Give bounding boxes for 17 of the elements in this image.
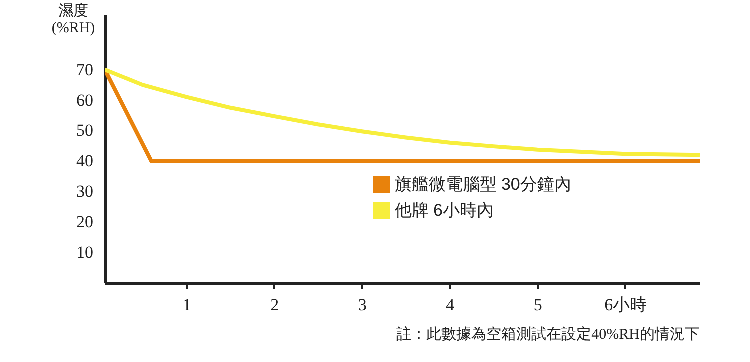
- x-tick-label: 5: [534, 296, 542, 314]
- legend-label: 旗艦微電腦型 30分鐘內: [394, 174, 572, 194]
- x-tick-label: 2: [270, 296, 280, 314]
- x-tick-label: 3: [358, 296, 367, 314]
- y-axis-title: 濕度 (%RH): [52, 2, 96, 36]
- y-tick-label: 60: [76, 90, 94, 110]
- x-tick-label: 4: [446, 296, 456, 314]
- text: 註：此數據為空箱測試在設定40%RH的情況下: [396, 326, 700, 343]
- y-tick-label: 30: [76, 182, 94, 202]
- x-tick-label: 1: [182, 296, 192, 314]
- y-tick-label: 40: [76, 152, 94, 171]
- y-tick-label: 70: [76, 60, 94, 80]
- y-tick-label: 50: [76, 121, 94, 140]
- legend-label: 他牌 6小時內: [394, 200, 494, 220]
- y-tick-label: 10: [76, 243, 94, 262]
- x-tick-label: 6小時: [604, 296, 648, 314]
- y-tick-label: 20: [76, 212, 94, 232]
